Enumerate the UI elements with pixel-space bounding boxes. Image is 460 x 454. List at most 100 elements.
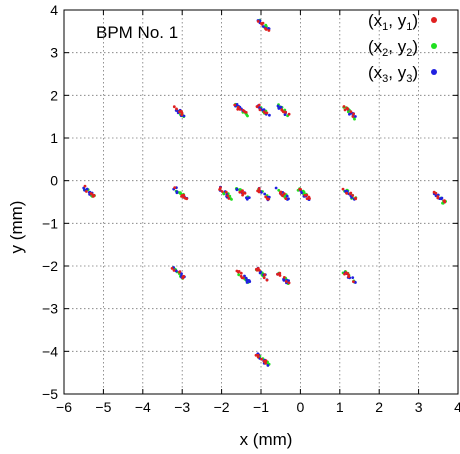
data-point	[241, 276, 245, 280]
data-point	[262, 360, 266, 363]
data-point	[349, 110, 353, 114]
data-point	[351, 115, 355, 118]
data-point	[255, 267, 258, 271]
x-tick-labels: −6 −5 −4 −3 −2 −1 0 1 2 3 4	[56, 399, 460, 415]
y-tick-label: 2	[50, 87, 58, 103]
data-point	[175, 107, 178, 111]
data-point	[170, 267, 174, 270]
data-point	[303, 193, 307, 197]
data-point	[276, 104, 280, 108]
data-point	[244, 276, 248, 280]
grid-lines	[64, 10, 458, 394]
data-point	[238, 108, 242, 111]
axis-ticks	[63, 9, 459, 395]
data-point	[261, 25, 265, 28]
data-point	[227, 197, 231, 200]
data-point	[277, 188, 281, 192]
legend-marker	[431, 17, 437, 23]
data-point	[174, 269, 178, 273]
data-point	[287, 279, 290, 283]
data-point	[247, 196, 251, 200]
legend-marker	[431, 43, 437, 49]
data-point	[351, 194, 355, 197]
data-point	[266, 364, 270, 367]
data-point	[287, 281, 291, 285]
data-point	[237, 270, 240, 274]
data-point	[277, 107, 281, 110]
data-point	[246, 114, 249, 118]
data-point	[351, 276, 355, 279]
x-tick-label: 2	[375, 399, 383, 415]
data-point	[278, 271, 282, 275]
data-point	[443, 199, 446, 203]
data-point	[180, 113, 184, 117]
y-tick-labels: −5 −4 −3 −2 −1 0 1 2 3 4	[42, 2, 58, 402]
data-point	[345, 106, 349, 110]
data-point	[235, 187, 239, 191]
y-tick-label: 3	[50, 45, 58, 61]
data-point	[239, 274, 243, 278]
data-point	[180, 272, 183, 276]
data-point	[287, 112, 291, 116]
data-point	[268, 113, 271, 117]
data-point	[264, 195, 268, 199]
data-point	[436, 195, 440, 198]
data-point	[257, 189, 261, 192]
data-point	[261, 21, 265, 25]
data-point	[281, 194, 285, 198]
legend-marker	[431, 69, 437, 75]
data-point	[236, 105, 240, 109]
data-point	[263, 192, 267, 196]
data-point	[85, 190, 88, 193]
data-point	[241, 193, 245, 197]
data-point	[254, 353, 258, 357]
data-point	[285, 194, 289, 198]
legend-label: (x3, y3)	[368, 63, 418, 85]
data-point	[274, 186, 278, 190]
y-tick-label: −2	[42, 258, 58, 274]
y-tick-label: 4	[50, 2, 58, 18]
data-point	[354, 196, 357, 200]
data-point	[353, 117, 356, 121]
data-point	[345, 191, 348, 195]
x-tick-label: −3	[174, 399, 190, 415]
data-point	[256, 20, 260, 23]
data-point	[284, 280, 288, 283]
data-point	[179, 109, 183, 113]
y-tick-label: 1	[50, 130, 58, 146]
data-point	[243, 191, 247, 195]
data-point	[85, 187, 89, 191]
data-point	[434, 191, 438, 195]
x-tick-label: 3	[415, 399, 423, 415]
y-tick-label: 0	[50, 173, 58, 189]
x-tick-label: 4	[454, 399, 460, 415]
legend-label: (x1, y1)	[368, 11, 418, 33]
data-point	[267, 197, 270, 201]
x-tick-label: −5	[95, 399, 111, 415]
y-tick-label: −3	[42, 301, 58, 317]
data-point	[237, 273, 241, 277]
data-point	[282, 276, 286, 279]
data-point	[219, 186, 222, 190]
data-point	[354, 115, 357, 118]
x-tick-label: 0	[297, 399, 305, 415]
data-point	[347, 275, 351, 279]
data-point	[260, 357, 263, 361]
data-point	[300, 191, 303, 195]
x-tick-label: −1	[253, 399, 269, 415]
data-point	[346, 110, 350, 114]
data-point	[276, 272, 279, 276]
data-point	[233, 103, 237, 107]
data-point	[182, 114, 186, 118]
data-point	[178, 270, 182, 274]
data-point	[341, 187, 345, 191]
data-point	[89, 192, 93, 195]
data-point	[343, 108, 347, 112]
x-tick-label: −2	[214, 399, 230, 415]
data-point	[267, 29, 271, 32]
data-point	[262, 276, 266, 280]
data-point	[298, 187, 302, 191]
data-point	[226, 194, 230, 198]
data-point	[264, 27, 267, 30]
